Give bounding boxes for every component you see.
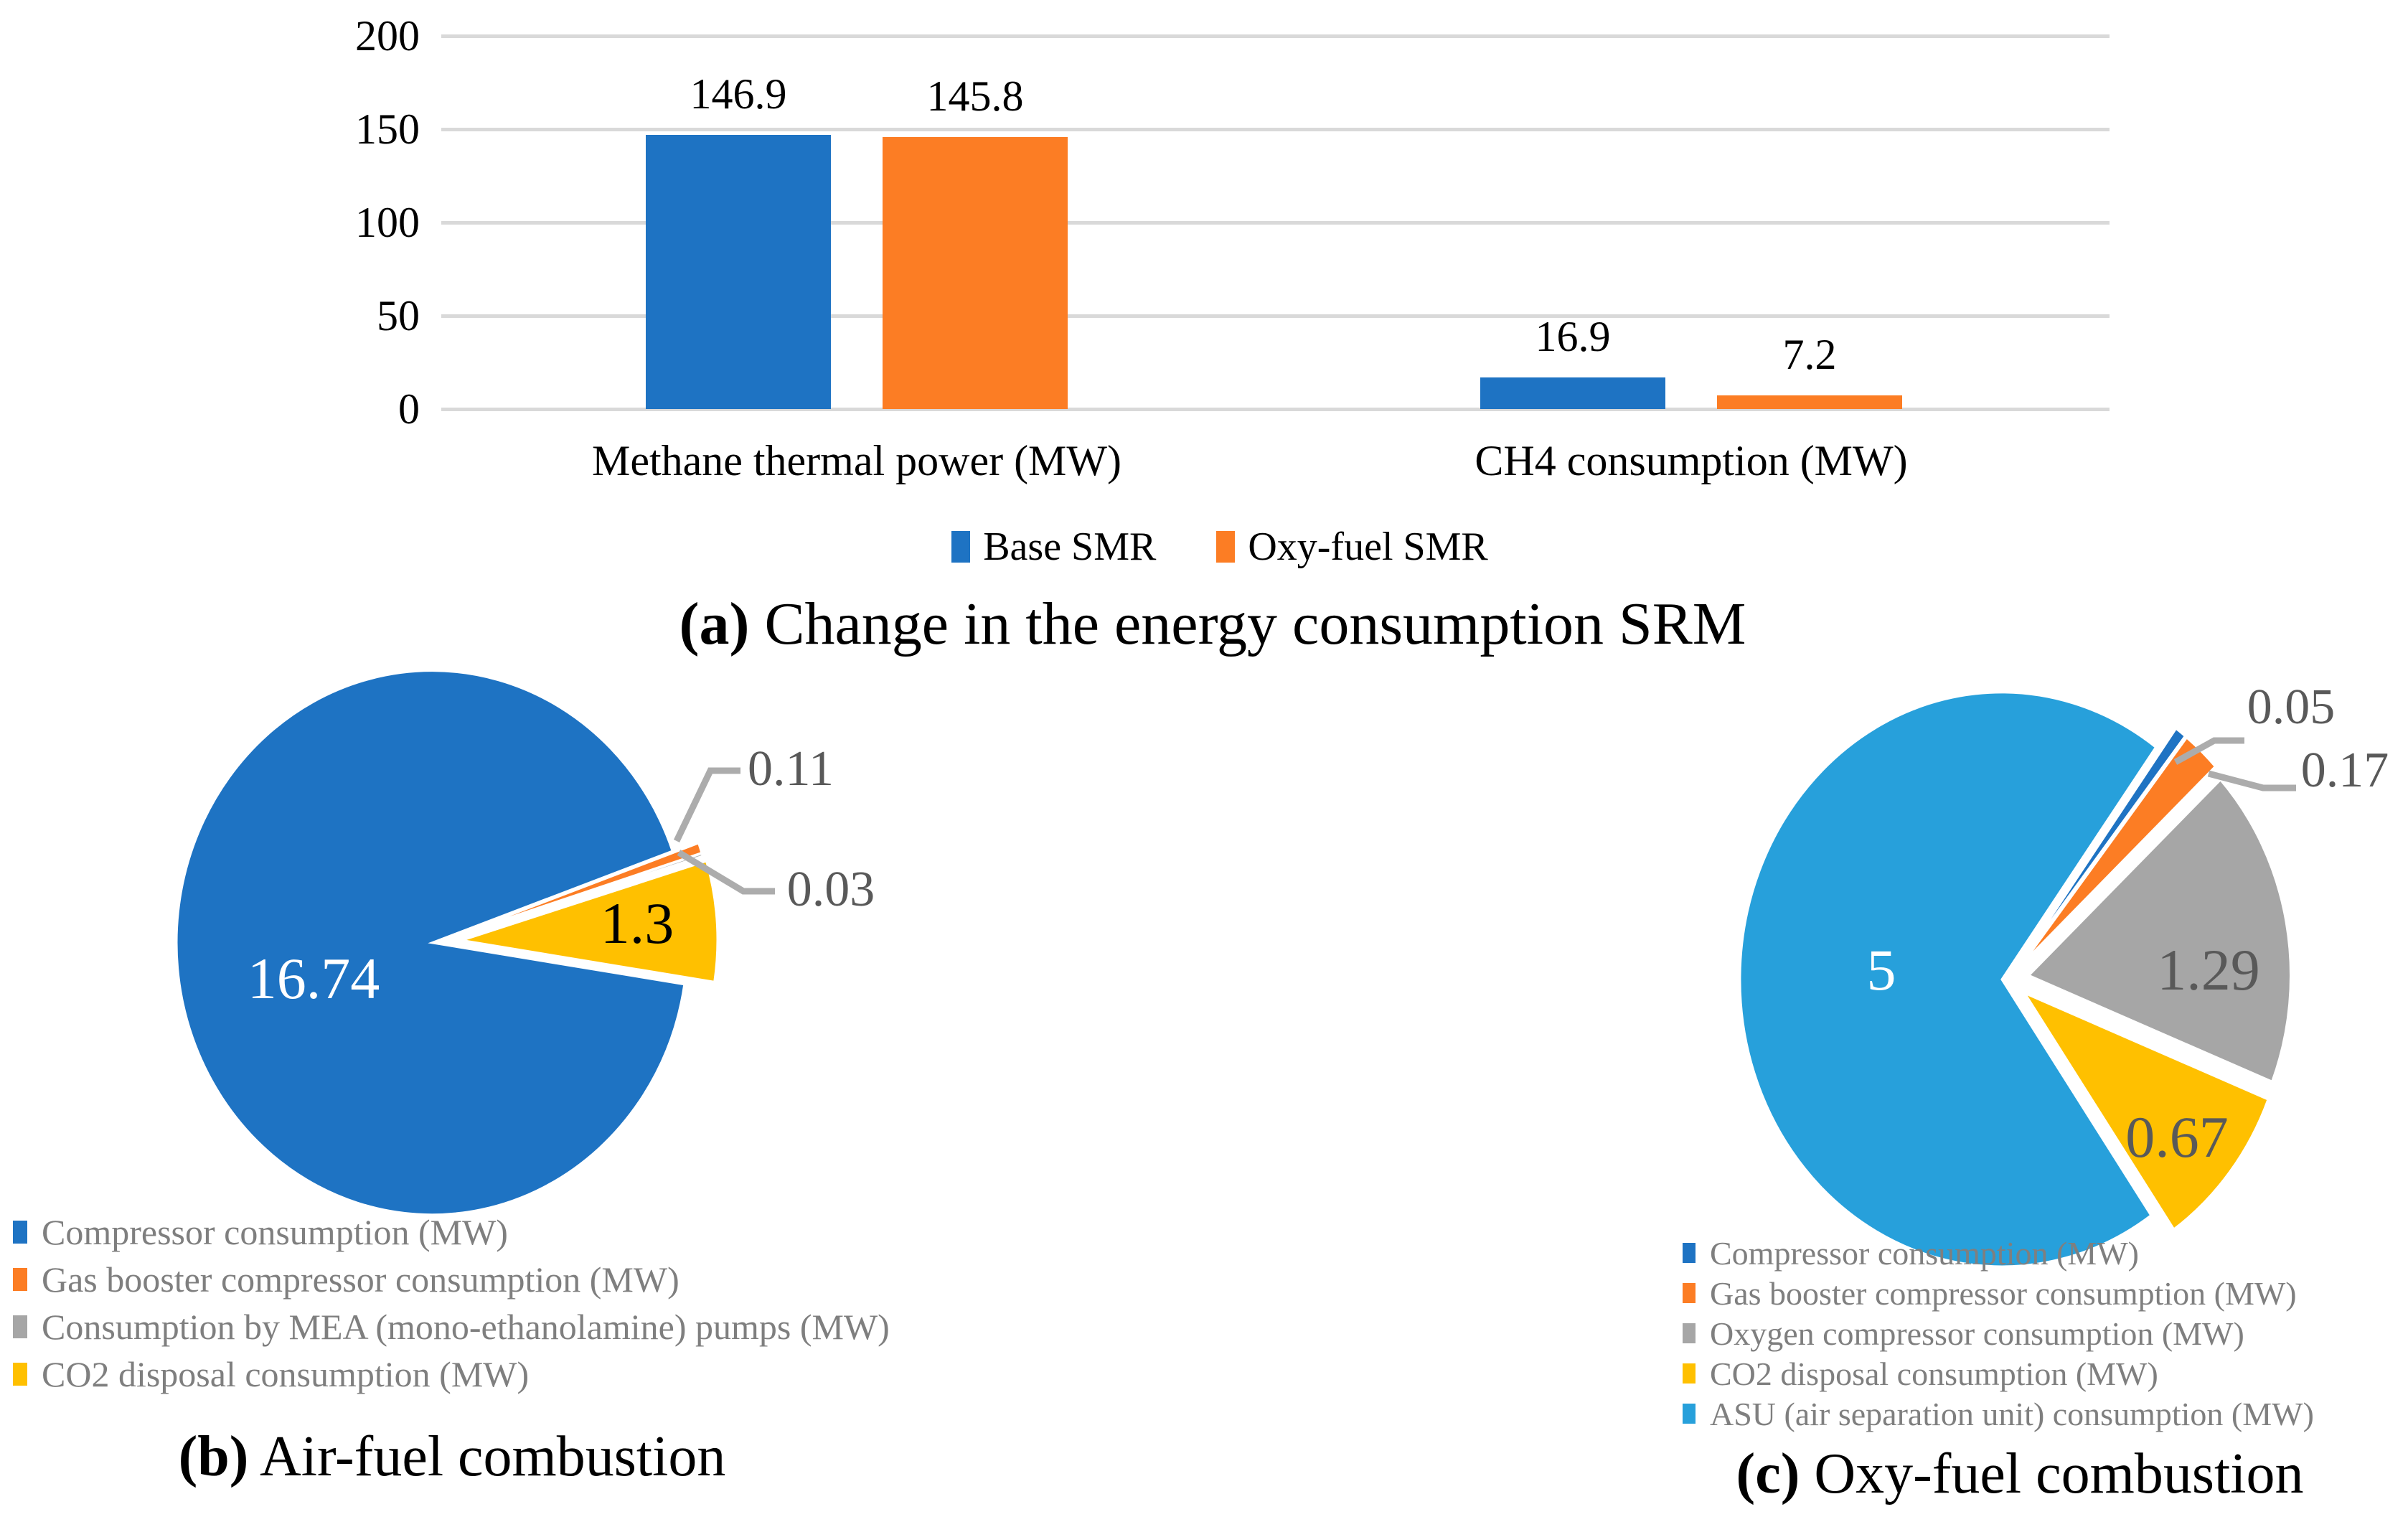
legend-item-label: Oxy-fuel SMR — [1248, 525, 1488, 569]
oxy-fuel-pie-legend-label-1: Gas booster compressor consumption (MW) — [1710, 1274, 2297, 1312]
air-fuel-pie-legend-label-2: Consumption by MEA (mono-ethanolamine) p… — [42, 1307, 890, 1347]
bar-value-label: 146.9 — [690, 70, 787, 118]
legend-swatch-icon — [951, 531, 971, 563]
bar-legend-item-oxy-fuel-smr: Oxy-fuel SMR — [1216, 525, 1488, 569]
air-fuel-pie-value-label-2: 0.03 — [786, 862, 875, 917]
air-fuel-pie-legend-item-2: Consumption by MEA (mono-ethanolamine) p… — [13, 1303, 890, 1350]
x-axis-label-1: CH4 consumption (MW) — [1475, 437, 1908, 484]
y-axis-tick-200: 200 — [355, 12, 420, 60]
bar-oxy-fuel-smr-cat1 — [1717, 395, 1902, 409]
oxy-fuel-pie-value-label-0: 0.05 — [2247, 680, 2336, 735]
oxy-fuel-pie-legend-label-2: Oxygen compressor consumption (MW) — [1710, 1315, 2244, 1352]
air-fuel-pie-callout-line-2 — [677, 850, 775, 895]
oxy-fuel-pie-legend-label-4: ASU (air separation unit) consumption (M… — [1710, 1395, 2314, 1432]
oxy-fuel-pie-value-label-4: 5 — [1866, 937, 1896, 1002]
caption-a-label: (a) — [679, 591, 750, 657]
air-fuel-pie-legend-item-3: CO2 disposal consumption (MW) — [13, 1350, 890, 1398]
air-fuel-pie-legend-label-3: CO2 disposal consumption (MW) — [42, 1354, 530, 1394]
legend-swatch-icon — [1216, 531, 1236, 563]
oxy-fuel-pie-slice-0 — [2021, 727, 2187, 962]
caption-a-text: Change in the energy consumption SRM — [749, 591, 1746, 657]
oxy-fuel-pie-slice-2 — [2026, 778, 2292, 1084]
air-fuel-pie-legend: Compressor consumption (MW) Gas booster c… — [13, 1208, 890, 1398]
bar-chart-legend: Base SMR Oxy-fuel SMR — [441, 525, 1998, 568]
oxy-fuel-pie-callout-line-1 — [2207, 770, 2296, 791]
air-fuel-pie-callout-line-1 — [673, 767, 740, 842]
oxy-fuel-pie-slice-4 — [1739, 691, 2158, 1268]
air-fuel-pie-legend-item-0: Compressor consumption (MW) — [13, 1208, 890, 1256]
oxy-fuel-pie-legend: Compressor consumption (MW) Gas booster c… — [1683, 1233, 2314, 1434]
legend-swatch-icon — [1683, 1404, 1696, 1424]
air-fuel-pie-legend-label-1: Gas booster compressor consumption (MW) — [42, 1259, 679, 1300]
y-axis-tick-50: 50 — [377, 292, 420, 339]
caption-a: (a) Change in the energy consumption SRM — [244, 588, 2181, 660]
legend-swatch-icon — [13, 1221, 27, 1244]
oxy-fuel-pie-slice-3 — [2022, 990, 2270, 1231]
oxy-fuel-pie-callout-line-0 — [2173, 737, 2244, 765]
legend-swatch-icon — [1683, 1283, 1696, 1303]
air-fuel-pie-value-label-3: 1.3 — [600, 891, 674, 956]
bar-base-smr-cat1 — [1480, 377, 1665, 409]
oxy-fuel-pie-legend-label-3: CO2 disposal consumption (MW) — [1710, 1355, 2158, 1392]
y-axis-tick-100: 100 — [355, 199, 420, 246]
caption-c: (c) Oxy-fuel combustion — [1532, 1438, 2408, 1510]
air-fuel-pie-slice-2 — [458, 852, 705, 936]
oxy-fuel-pie-legend-item-4: ASU (air separation unit) consumption (M… — [1683, 1394, 2314, 1434]
legend-swatch-icon — [1683, 1363, 1696, 1384]
oxy-fuel-pie-legend-item-1: Gas booster compressor consumption (MW) — [1683, 1273, 2314, 1313]
oxy-fuel-pie-value-label-2: 1.29 — [2157, 937, 2260, 1002]
legend-swatch-icon — [1683, 1323, 1696, 1343]
gridline-y150 — [441, 128, 2110, 131]
air-fuel-pie-slice-0 — [175, 670, 686, 1216]
caption-c-label: (c) — [1736, 1442, 1800, 1505]
oxy-fuel-pie-slice-1 — [2023, 736, 2217, 963]
legend-item-label: Base SMR — [983, 525, 1157, 569]
oxy-fuel-pie-legend-item-0: Compressor consumption (MW) — [1683, 1233, 2314, 1273]
gridline-y50 — [441, 314, 2110, 318]
caption-b-text: Air-fuel combustion — [248, 1425, 726, 1488]
gridline-y0 — [441, 408, 2110, 411]
bar-value-label: 16.9 — [1535, 313, 1611, 361]
oxy-fuel-pie-legend-item-2: Oxygen compressor consumption (MW) — [1683, 1313, 2314, 1353]
x-axis-label-0: Methane thermal power (MW) — [591, 437, 1122, 484]
oxy-fuel-pie-value-label-1: 0.17 — [2300, 743, 2389, 798]
oxy-fuel-pie-legend-label-0: Compressor consumption (MW) — [1710, 1234, 2139, 1272]
bar-oxy-fuel-smr-cat0 — [883, 136, 1068, 409]
bar-value-label: 7.2 — [1782, 331, 1837, 379]
legend-swatch-icon — [13, 1363, 27, 1386]
bar-legend-item-base-smr: Base SMR — [951, 525, 1156, 568]
caption-b: (b) Air-fuel combustion — [0, 1421, 904, 1493]
legend-swatch-icon — [13, 1315, 27, 1338]
gridline-y100 — [441, 221, 2110, 225]
oxy-fuel-pie-legend-item-3: CO2 disposal consumption (MW) — [1683, 1353, 2314, 1394]
caption-c-text: Oxy-fuel combustion — [1800, 1442, 2304, 1505]
y-axis-tick-0: 0 — [398, 385, 420, 433]
caption-b-label: (b) — [178, 1425, 249, 1488]
air-fuel-pie-legend-item-1: Gas booster compressor consumption (MW) — [13, 1256, 890, 1303]
oxy-fuel-pie-value-label-3: 0.67 — [2125, 1104, 2229, 1170]
air-fuel-pie-value-label-1: 0.11 — [748, 741, 834, 797]
legend-swatch-icon — [13, 1268, 27, 1291]
legend-swatch-icon — [1683, 1243, 1696, 1263]
air-fuel-pie-value-label-0: 16.74 — [247, 946, 380, 1011]
y-axis-tick-150: 150 — [355, 105, 420, 153]
bar-base-smr-cat0 — [646, 135, 831, 409]
gridline-y200 — [441, 34, 2110, 38]
air-fuel-pie-legend-label-0: Compressor consumption (MW) — [42, 1212, 508, 1252]
bar-value-label: 145.8 — [926, 72, 1024, 120]
